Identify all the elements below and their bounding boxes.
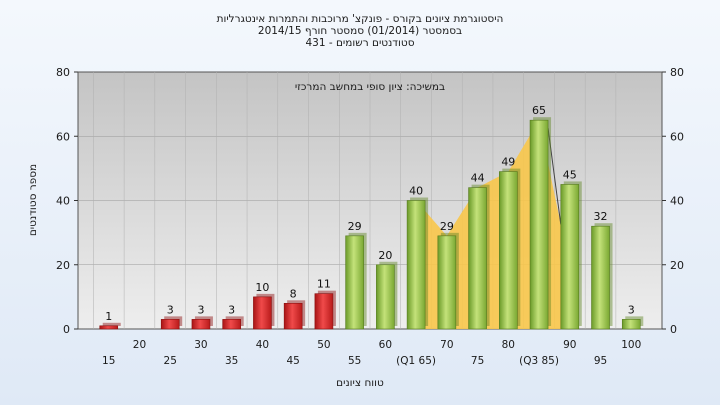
y-tick-label: 60 xyxy=(670,130,684,143)
bar-depth xyxy=(102,322,121,326)
y-axis-left: 0 20 40 60 80 xyxy=(56,66,78,336)
x-tick-label: 15 xyxy=(102,355,115,367)
data-label: 10 xyxy=(255,281,269,294)
y-tick-label: 0 xyxy=(63,323,70,336)
data-label: 29 xyxy=(440,220,454,233)
bar xyxy=(191,319,211,330)
bar xyxy=(529,119,549,330)
x-tick-label: 70 xyxy=(440,339,453,351)
x-tick-label: 60 xyxy=(379,339,392,351)
x-tick-label: 30 xyxy=(194,339,207,351)
bar xyxy=(99,325,119,330)
y-tick-label: 40 xyxy=(56,195,70,208)
data-label: 29 xyxy=(348,220,362,233)
bar xyxy=(376,264,395,330)
data-label: 3 xyxy=(228,303,235,316)
bar xyxy=(437,235,457,330)
data-label: 65 xyxy=(532,104,546,117)
y-tick-label: 20 xyxy=(670,259,684,272)
bar xyxy=(406,200,426,330)
bar xyxy=(345,235,364,330)
data-label: 20 xyxy=(378,249,392,262)
bar xyxy=(560,184,580,330)
chart-annotation: במשיכה: ציון סופי במחשב המרכזי xyxy=(295,81,445,93)
x-tick-label: 55 xyxy=(348,355,361,367)
data-label: 3 xyxy=(628,303,635,316)
x-tick-label: 40 xyxy=(256,339,269,351)
title-line-3: סטודנטים רשומים - 431 xyxy=(305,37,414,49)
bar xyxy=(160,319,180,330)
data-label: 45 xyxy=(563,168,577,181)
data-label: 49 xyxy=(501,156,515,169)
y-tick-label: 40 xyxy=(670,195,684,208)
y-tick-label: 80 xyxy=(670,66,684,79)
bar xyxy=(283,302,303,330)
bar xyxy=(314,293,334,330)
data-labels: 1 3 3 3 10 8 11 29 20 40 29 44 49 65 45 32 3 xyxy=(105,104,635,323)
chart-title: היסטוגרמת ציונים בקורס - פונקצ' מרוכבות … xyxy=(217,13,504,49)
x-axis: 15 20 25 30 35 40 45 50 55 60 (Q1 65) 70 75 80 (Q3 85)… xyxy=(102,339,641,367)
x-tick-label: 20 xyxy=(133,339,146,351)
bar xyxy=(468,187,487,330)
x-tick-label: 80 xyxy=(502,339,515,351)
title-line-2: בסמסטר (01/2014) סמסטר חורף 2014/15 xyxy=(258,25,462,37)
x-tick-label: 100 xyxy=(621,339,641,351)
x-axis-title: טווח ציונים xyxy=(336,377,384,389)
data-label: 3 xyxy=(167,303,174,316)
x-tick-label: 25 xyxy=(164,355,177,367)
bars xyxy=(99,117,644,330)
y-tick-label: 20 xyxy=(56,259,70,272)
title-line-1: היסטוגרמת ציונים בקורס - פונקצ' מרוכבות … xyxy=(217,13,504,25)
x-tick-label: 75 xyxy=(471,355,484,367)
x-tick-label: 35 xyxy=(225,355,238,367)
x-tick-label: 45 xyxy=(286,355,299,367)
bar xyxy=(591,225,610,330)
y-tick-label: 0 xyxy=(670,323,677,336)
y-tick-label: 60 xyxy=(56,130,70,143)
bar xyxy=(621,319,641,330)
data-label: 3 xyxy=(197,303,204,316)
x-tick-label: 90 xyxy=(563,339,576,351)
data-label: 11 xyxy=(317,278,331,291)
data-label: 32 xyxy=(594,210,608,223)
x-tick-label: 50 xyxy=(317,339,330,351)
bar xyxy=(222,319,241,330)
data-label: 44 xyxy=(471,172,485,185)
highlight-edge xyxy=(547,128,562,225)
y-tick-label: 80 xyxy=(56,66,70,79)
y-axis-right: 0 20 40 60 80 xyxy=(662,66,684,336)
data-label: 1 xyxy=(105,310,112,323)
x-tick-label: (Q3 85) xyxy=(519,355,559,367)
y-axis-title: מספר סטודנטים xyxy=(27,164,39,236)
x-tick-label: (Q1 65) xyxy=(396,355,436,367)
x-tick-label: 95 xyxy=(594,355,607,367)
data-label: 40 xyxy=(409,185,423,198)
bar xyxy=(499,171,518,330)
bar xyxy=(253,296,272,330)
data-label: 8 xyxy=(290,287,297,300)
